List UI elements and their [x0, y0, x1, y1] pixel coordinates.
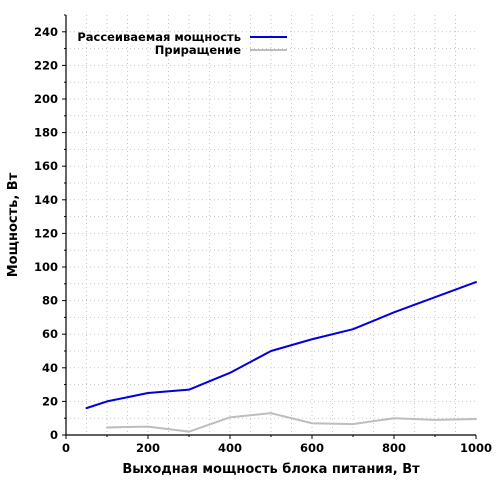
x-axis-label: Выходная мощность блока питания, Вт: [122, 462, 420, 477]
axes: [62, 14, 477, 439]
y-tick-label: 240: [34, 25, 58, 39]
y-tick-label: 60: [42, 327, 58, 341]
y-tick-label: 200: [34, 92, 58, 106]
y-tick-label: 220: [34, 58, 58, 72]
x-tick-label: 800: [382, 441, 406, 455]
y-tick-label: 20: [42, 394, 58, 408]
y-tick-label: 80: [42, 294, 58, 308]
x-tick-label: 600: [300, 441, 324, 455]
y-tick-label: 140: [34, 193, 58, 207]
y-tick-label: 180: [34, 126, 58, 140]
x-tick-label: 400: [218, 441, 242, 455]
y-tick-label: 120: [34, 226, 58, 240]
x-tick-label: 0: [62, 441, 70, 455]
series-line-1: [85, 281, 477, 410]
legend-label-1: Рассеиваемая мощность: [77, 30, 241, 44]
plot-area: [85, 281, 477, 433]
y-tick-label: 160: [34, 159, 58, 173]
y-tick-label: 0: [50, 428, 58, 442]
y-axis-label: Мощность, Вт: [6, 172, 21, 277]
x-tick-label: 1000: [460, 441, 492, 455]
grid: [66, 15, 476, 435]
y-tick-label: 100: [34, 260, 58, 274]
tick-labels: 0 200 400 600 800 1000 0 20 40 60 80 100 120 140 160 18…: [34, 25, 492, 455]
series-line-2: [106, 412, 477, 433]
legend-label-2: Приращение: [155, 43, 241, 57]
x-tick-label: 200: [136, 441, 160, 455]
y-tick-label: 40: [42, 361, 58, 375]
